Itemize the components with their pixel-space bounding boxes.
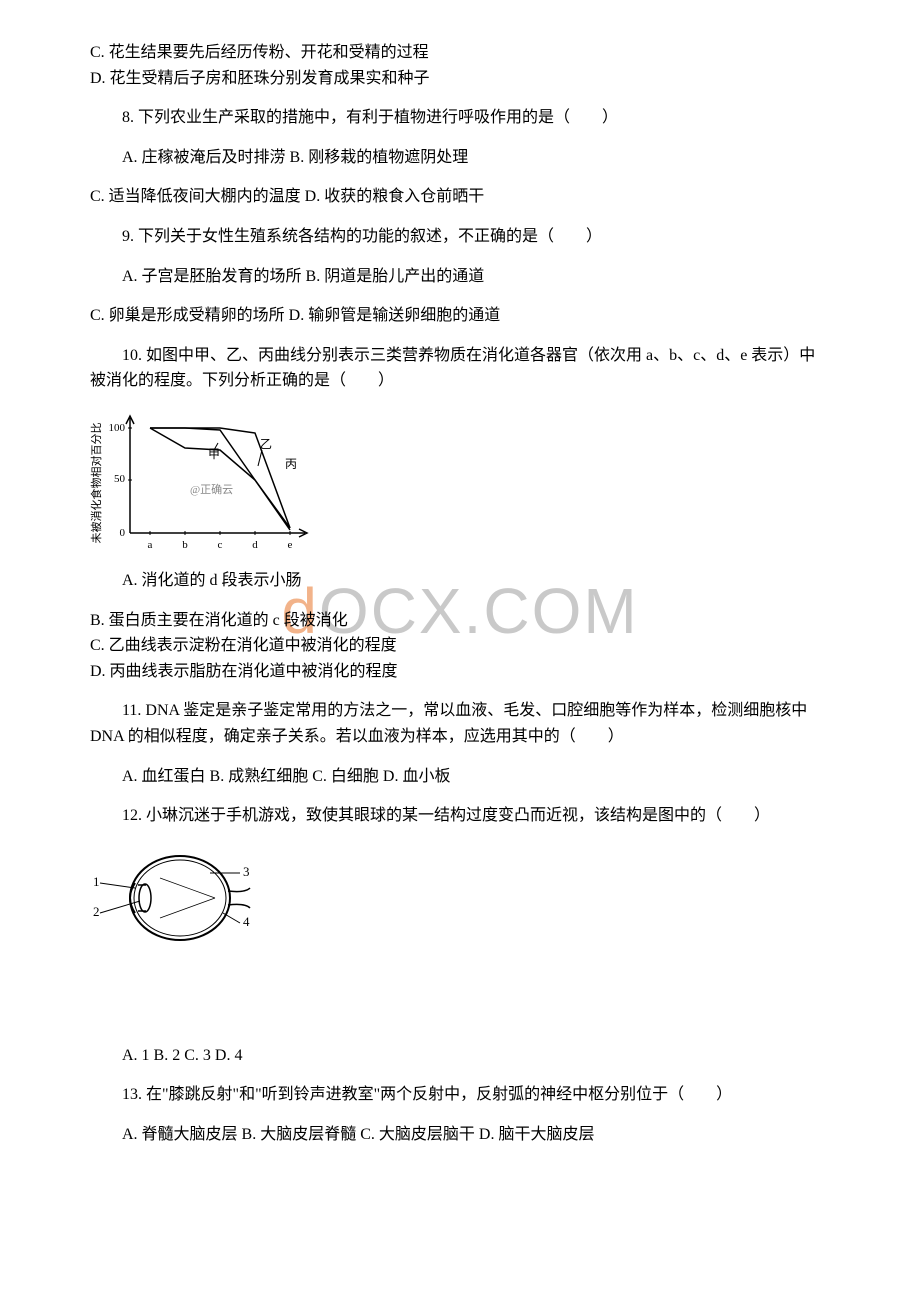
xtick-label-b: b (182, 539, 188, 551)
q9-options-ab: A. 子宫是胚胎发育的场所 B. 阴道是胎儿产出的通道 (90, 264, 830, 290)
q12-options: A. 1 B. 2 C. 3 D. 4 (90, 1043, 830, 1069)
anno-bing: 丙 (285, 457, 297, 471)
q7-option-c: C. 花生结果要先后经历传粉、开花和受精的过程 (90, 40, 830, 66)
label-1: 1 (93, 874, 100, 889)
q10-option-a: A. 消化道的 d 段表示小肠 (90, 568, 830, 594)
q7-options-cd: C. 花生结果要先后经历传粉、开花和受精的过程 D. 花生受精后子房和胚珠分别发… (90, 40, 830, 91)
q10-option-b: B. 蛋白质主要在消化道的 c 段被消化 (90, 608, 830, 634)
xtick-label-c: c (218, 539, 223, 551)
q9-stem: 9. 下列关于女性生殖系统各结构的功能的叙述，不正确的是（ ） (90, 224, 830, 250)
digestion-chart-svg: 未被消化食物相对百分比 100 50 0 a b c d e (90, 408, 320, 558)
ytick-50: 50 (114, 473, 126, 485)
q11-options: A. 血红蛋白 B. 成熟红细胞 C. 白细胞 D. 血小板 (90, 764, 830, 790)
label-4: 4 (243, 914, 250, 929)
eye-bg (90, 843, 260, 953)
chart-ylabel: 未被消化食物相对百分比 (90, 422, 103, 543)
q10-option-d: D. 丙曲线表示脂肪在消化道中被消化的程度 (90, 659, 830, 685)
q10-option-c: C. 乙曲线表示淀粉在消化道中被消化的程度 (90, 633, 830, 659)
label-3: 3 (243, 864, 250, 879)
q12-stem: 12. 小琳沉迷于手机游戏，致使其眼球的某一结构过度变凸而近视，该结构是图中的（… (90, 803, 830, 829)
q11-stem: 11. DNA 鉴定是亲子鉴定常用的方法之一，常以血液、毛发、口腔细胞等作为样本… (90, 698, 830, 749)
q10-chart: 未被消化食物相对百分比 100 50 0 a b c d e (90, 408, 830, 558)
q8-stem: 8. 下列农业生产采取的措施中，有利于植物进行呼吸作用的是（ ） (90, 105, 830, 131)
xtick-label-a: a (148, 539, 153, 551)
ytick-0: 0 (120, 527, 126, 539)
eye-diagram-svg: 1 2 3 4 (90, 843, 260, 953)
xtick-label-e: e (288, 539, 293, 551)
label-2: 2 (93, 904, 100, 919)
q8-options-cd: C. 适当降低夜间大棚内的温度 D. 收获的粮食入仓前晒干 (90, 184, 830, 210)
anno-yi: 乙 (260, 437, 272, 451)
q10-options-bcd: B. 蛋白质主要在消化道的 c 段被消化 C. 乙曲线表示淀粉在消化道中被消化的… (90, 608, 830, 685)
q7-option-d: D. 花生受精后子房和胚珠分别发育成果实和种子 (90, 66, 830, 92)
q12-figure: 1 2 3 4 (90, 843, 830, 953)
ytick-100: 100 (109, 422, 126, 434)
q13-stem: 13. 在"膝跳反射"和"听到铃声进教室"两个反射中，反射弧的神经中枢分别位于（… (90, 1082, 830, 1108)
q9-options-cd: C. 卵巢是形成受精卵的场所 D. 输卵管是输送卵细胞的通道 (90, 303, 830, 329)
chart-watermark: @正确云 (190, 483, 233, 496)
q10-stem: 10. 如图中甲、乙、丙曲线分别表示三类营养物质在消化道各器官（依次用 a、b、… (90, 343, 830, 394)
q13-options: A. 脊髓大脑皮层 B. 大脑皮层脊髓 C. 大脑皮层脑干 D. 脑干大脑皮层 (90, 1122, 830, 1148)
xtick-label-d: d (252, 539, 258, 551)
q8-options-ab: A. 庄稼被淹后及时排涝 B. 刚移栽的植物遮阴处理 (90, 145, 830, 171)
